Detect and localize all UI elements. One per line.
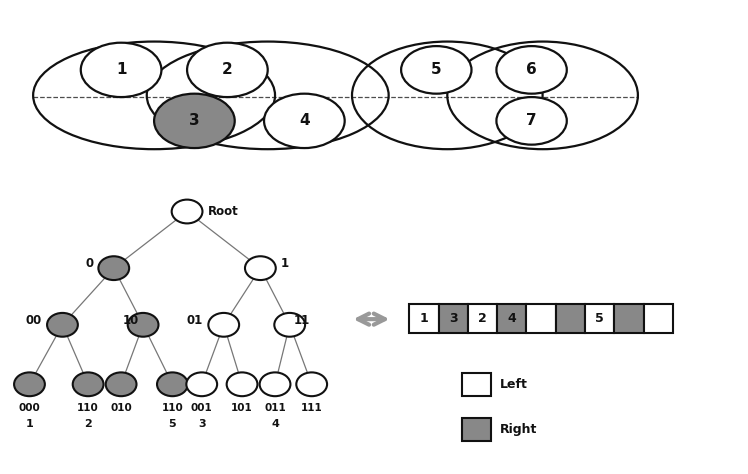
Circle shape: [73, 373, 103, 396]
Text: 1: 1: [420, 312, 428, 325]
Text: 2: 2: [85, 419, 92, 429]
Text: Root: Root: [208, 205, 239, 218]
Text: 5: 5: [431, 63, 441, 77]
Text: Right: Right: [500, 423, 538, 436]
Circle shape: [99, 256, 129, 280]
FancyArrowPatch shape: [358, 314, 385, 325]
Text: 101: 101: [231, 403, 253, 413]
Text: 0: 0: [85, 257, 94, 270]
Text: 010: 010: [110, 403, 132, 413]
Bar: [462, 418, 491, 441]
Circle shape: [296, 373, 327, 396]
Bar: [527, 304, 556, 333]
Circle shape: [186, 373, 217, 396]
Bar: [409, 304, 438, 333]
Ellipse shape: [81, 43, 162, 97]
Ellipse shape: [187, 43, 268, 97]
Text: 4: 4: [299, 113, 310, 128]
Text: 5: 5: [168, 419, 177, 429]
Bar: [438, 304, 468, 333]
Text: 6: 6: [527, 63, 537, 77]
Text: 1: 1: [25, 419, 34, 429]
Circle shape: [227, 373, 257, 396]
Text: 5: 5: [595, 312, 604, 325]
Circle shape: [245, 256, 276, 280]
Text: 000: 000: [19, 403, 40, 413]
Text: 4: 4: [507, 312, 516, 325]
Text: 00: 00: [25, 314, 42, 327]
Circle shape: [157, 373, 188, 396]
Ellipse shape: [497, 46, 567, 94]
Bar: [585, 304, 614, 333]
Text: 11: 11: [293, 314, 310, 327]
Ellipse shape: [401, 46, 471, 94]
Bar: [644, 304, 673, 333]
Ellipse shape: [497, 97, 567, 145]
Text: 01: 01: [187, 314, 203, 327]
Circle shape: [128, 313, 159, 337]
Circle shape: [47, 313, 78, 337]
Bar: [556, 304, 585, 333]
Text: 110: 110: [77, 403, 99, 413]
Text: 110: 110: [162, 403, 183, 413]
Circle shape: [105, 373, 136, 396]
Ellipse shape: [154, 94, 235, 148]
Bar: [614, 304, 644, 333]
Ellipse shape: [264, 94, 345, 148]
Circle shape: [275, 313, 305, 337]
Text: 111: 111: [301, 403, 322, 413]
Text: 7: 7: [527, 113, 537, 128]
Circle shape: [172, 200, 203, 223]
Text: 011: 011: [264, 403, 286, 413]
Text: 001: 001: [191, 403, 212, 413]
Circle shape: [209, 313, 239, 337]
Text: Left: Left: [500, 378, 528, 391]
Text: 3: 3: [189, 113, 200, 128]
Text: 10: 10: [123, 314, 139, 327]
Bar: [462, 373, 491, 396]
Bar: [468, 304, 497, 333]
Text: 2: 2: [222, 63, 233, 77]
Circle shape: [14, 373, 45, 396]
Text: 4: 4: [271, 419, 279, 429]
Text: 1: 1: [116, 63, 126, 77]
Circle shape: [260, 373, 290, 396]
Bar: [497, 304, 527, 333]
Text: 3: 3: [449, 312, 458, 325]
Text: 1: 1: [281, 257, 289, 270]
Text: 3: 3: [198, 419, 206, 429]
Text: 2: 2: [478, 312, 487, 325]
